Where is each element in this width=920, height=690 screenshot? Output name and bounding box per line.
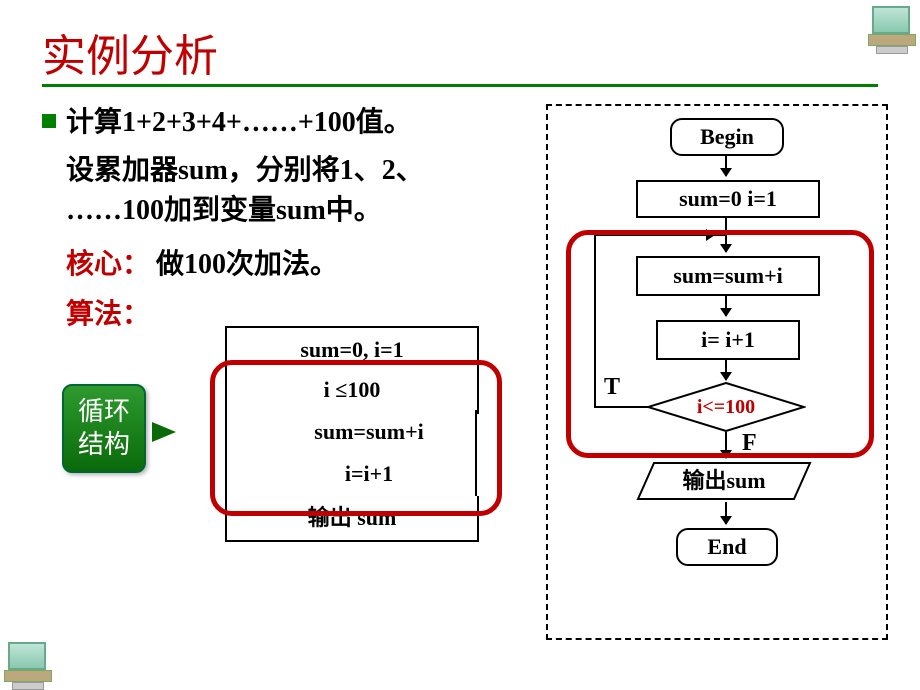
loop-label-line1: 循环	[78, 396, 130, 429]
core-label: 核心：	[66, 242, 150, 282]
callout-tail-icon	[152, 422, 176, 442]
fc-end: End	[676, 528, 778, 566]
algo-label: 算法：	[66, 292, 150, 332]
pc-icon-bottom-left	[2, 638, 52, 688]
problem-line1: 计算1+2+3+4+……+100值。	[66, 100, 412, 140]
page-title: 实例分析	[42, 32, 218, 81]
problem-line3: ……100加到变量sum中。	[66, 188, 382, 228]
pc-icon-top-right	[866, 2, 916, 52]
fc-arrow-1	[725, 154, 727, 176]
ns-loop-highlight	[210, 360, 502, 516]
title-underline: 实例分析	[42, 20, 878, 87]
loop-label-line2: 结构	[78, 429, 130, 462]
core-text: 做100次加法。	[156, 242, 338, 282]
fc-output-label: 输出sum	[636, 462, 812, 500]
problem-line2: 设累加器sum，分别将1、2、	[66, 148, 424, 188]
fc-begin: Begin	[670, 118, 784, 156]
fc-output: 输出sum	[636, 462, 812, 500]
fc-loop-highlight	[566, 230, 874, 458]
bullet-icon	[42, 114, 56, 128]
fc-init: sum=0 i=1	[636, 180, 820, 218]
loop-structure-label: 循环 结构	[62, 384, 146, 473]
fc-arrow-5	[725, 502, 727, 524]
